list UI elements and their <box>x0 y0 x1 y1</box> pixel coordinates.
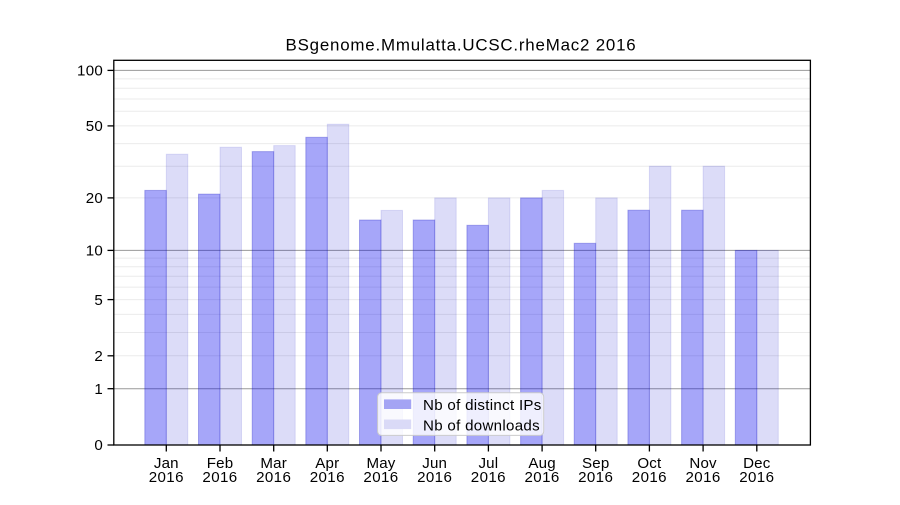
svg-text:2016: 2016 <box>686 469 721 486</box>
svg-text:5: 5 <box>94 292 103 309</box>
svg-text:2016: 2016 <box>256 469 291 486</box>
svg-text:May: May <box>366 455 395 472</box>
svg-text:Sep: Sep <box>582 455 609 472</box>
svg-text:Oct: Oct <box>637 455 662 472</box>
svg-text:Apr: Apr <box>315 455 339 472</box>
svg-text:2016: 2016 <box>310 469 345 486</box>
svg-text:BSgenome.Mmulatta.UCSC.rheMac2: BSgenome.Mmulatta.UCSC.rheMac2 2016 <box>286 35 637 54</box>
svg-text:50: 50 <box>86 118 103 135</box>
svg-text:100: 100 <box>77 63 103 80</box>
svg-text:Jan: Jan <box>154 455 179 472</box>
svg-text:Nb of downloads: Nb of downloads <box>423 418 540 435</box>
svg-text:Dec: Dec <box>743 455 771 472</box>
svg-text:2016: 2016 <box>632 469 667 486</box>
svg-text:2016: 2016 <box>578 469 613 486</box>
svg-text:2016: 2016 <box>363 469 398 486</box>
svg-text:0: 0 <box>94 437 103 454</box>
svg-text:2016: 2016 <box>202 469 237 486</box>
svg-text:Nb of distinct IPs: Nb of distinct IPs <box>423 397 542 414</box>
svg-text:Mar: Mar <box>260 455 287 472</box>
svg-text:2016: 2016 <box>739 469 774 486</box>
svg-text:20: 20 <box>86 190 103 207</box>
svg-text:2: 2 <box>94 348 103 365</box>
svg-text:2016: 2016 <box>149 469 184 486</box>
svg-text:2016: 2016 <box>417 469 452 486</box>
svg-text:Feb: Feb <box>207 455 234 472</box>
svg-text:Nov: Nov <box>689 455 717 472</box>
svg-text:Aug: Aug <box>528 455 555 472</box>
svg-text:1: 1 <box>94 381 103 398</box>
svg-text:2016: 2016 <box>471 469 506 486</box>
svg-text:10: 10 <box>86 243 103 260</box>
svg-text:2016: 2016 <box>525 469 560 486</box>
svg-text:Jul: Jul <box>478 455 498 472</box>
svg-text:Jun: Jun <box>422 455 447 472</box>
